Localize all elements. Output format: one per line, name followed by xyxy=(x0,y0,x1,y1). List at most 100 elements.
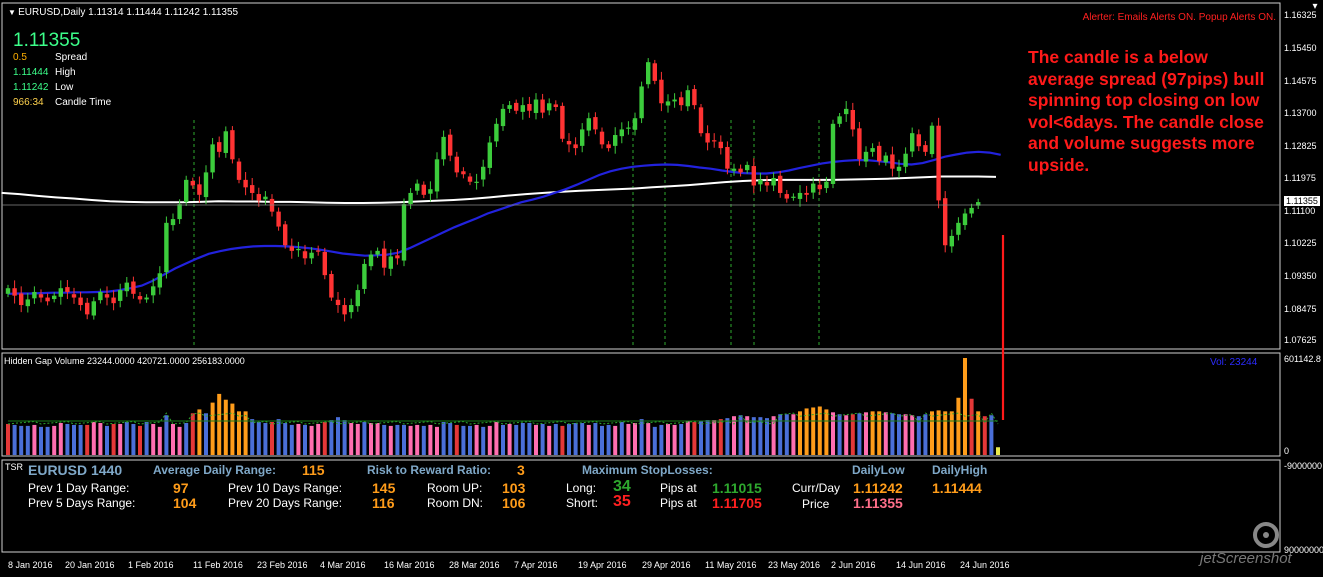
volume-bar xyxy=(362,422,367,455)
volume-bar xyxy=(415,424,420,455)
volume-bar xyxy=(395,424,400,455)
candle-body xyxy=(415,183,420,191)
date-tick: 4 Mar 2016 xyxy=(320,560,366,570)
candle-body xyxy=(283,224,288,246)
candle-body xyxy=(626,127,631,129)
candle-body xyxy=(606,144,611,149)
watermark: jetScreenshot xyxy=(1200,550,1292,567)
volume-bar xyxy=(448,422,453,455)
volume-bar xyxy=(520,422,525,455)
volume-bar xyxy=(355,423,360,455)
pips-short: 1.11705 xyxy=(712,495,762,511)
volume-bar xyxy=(679,423,684,455)
price-tick: 1.11355 xyxy=(1284,196,1320,207)
volume-bar xyxy=(883,412,888,455)
candle-body xyxy=(566,141,572,145)
jetscreenshot-logo-icon xyxy=(1253,522,1279,548)
volume-bars xyxy=(6,358,1000,455)
candle-body xyxy=(540,99,545,113)
dropdown-icon[interactable]: ▼ xyxy=(8,8,19,17)
volume-bar xyxy=(428,424,433,455)
price-tick: 1.07625 xyxy=(1284,335,1317,346)
volume-bar xyxy=(375,422,380,455)
volume-bar xyxy=(481,426,486,455)
candle-body xyxy=(560,105,565,139)
volume-bar xyxy=(751,417,756,455)
candle-body xyxy=(335,299,341,306)
volume-bar xyxy=(705,420,710,455)
candle-body xyxy=(474,181,479,183)
adr-value: 115 xyxy=(302,462,325,478)
price-tick: 1.12825 xyxy=(1284,141,1317,152)
volume-bar xyxy=(58,422,63,455)
volume-bar xyxy=(72,424,76,455)
volume-bar xyxy=(996,447,1000,455)
candle-body xyxy=(665,101,671,106)
candle-body xyxy=(725,146,730,169)
close-icon[interactable]: ▾ xyxy=(1312,1,1318,12)
volume-bar xyxy=(831,412,835,455)
volume-bar xyxy=(646,422,651,455)
prev1-value: 97 xyxy=(173,480,189,496)
candle-body xyxy=(144,297,149,300)
volume-bar xyxy=(850,414,855,455)
candle-body xyxy=(685,90,690,107)
alerter-status: Alerter: Emails Alerts ON. Popup Alerts … xyxy=(1082,12,1276,23)
volume-bar xyxy=(903,414,908,455)
volume-bar xyxy=(204,413,208,455)
volume-bar xyxy=(164,415,169,455)
candle-body xyxy=(520,105,525,112)
volume-bar xyxy=(237,411,241,455)
volume-axis-top: 601142.8 xyxy=(1284,354,1321,364)
volume-bar xyxy=(32,424,37,455)
volume-bar xyxy=(600,425,604,455)
volume-bar xyxy=(923,414,928,455)
candle-body xyxy=(223,131,228,153)
volume-bar xyxy=(454,424,459,455)
room-up-value: 103 xyxy=(502,480,526,496)
prev5-label: Prev 5 Days Range: xyxy=(28,496,136,510)
volume-bar xyxy=(276,419,281,455)
candle-body xyxy=(78,297,83,306)
symbol-line: EURUSD,Daily 1.11314 1.11444 1.11242 1.1… xyxy=(18,7,239,18)
candle-body xyxy=(599,131,605,145)
candle-body xyxy=(362,263,367,289)
volume-bar xyxy=(639,419,644,455)
volume-bar xyxy=(19,425,24,455)
candle-body xyxy=(250,185,255,193)
candle-body xyxy=(745,164,750,171)
candle-body xyxy=(52,295,57,300)
date-tick: 11 May 2016 xyxy=(705,560,757,570)
volume-bar xyxy=(388,425,393,455)
volume-bar xyxy=(666,423,670,455)
date-tick: 23 May 2016 xyxy=(768,560,821,570)
date-tick: 16 Mar 2016 xyxy=(384,560,435,570)
volume-bar xyxy=(441,422,446,455)
volume-bar xyxy=(837,414,842,455)
candle-body xyxy=(976,202,981,206)
price-tick: 1.16325 xyxy=(1284,10,1317,21)
date-tick: 28 Mar 2016 xyxy=(449,560,500,570)
candle-body xyxy=(454,156,459,173)
tsr-panel-frame xyxy=(1,459,1281,553)
volume-bar xyxy=(157,426,162,455)
candle-body xyxy=(910,133,915,152)
candle-body xyxy=(811,183,816,193)
volume-bar xyxy=(811,407,816,455)
candle-body xyxy=(316,250,321,252)
date-tick: 23 Feb 2016 xyxy=(257,560,308,570)
candle-body xyxy=(797,192,803,199)
price-tick: 1.11975 xyxy=(1284,172,1316,183)
volume-bar xyxy=(223,399,228,455)
date-tick: 7 Apr 2016 xyxy=(514,560,558,570)
candle-body xyxy=(956,222,961,235)
candle-body xyxy=(896,166,902,171)
candle-body xyxy=(309,252,314,259)
volume-bar xyxy=(421,425,426,455)
candle-body xyxy=(395,255,400,259)
candle-body xyxy=(969,207,974,214)
volume-bar xyxy=(732,416,736,455)
volume-bar xyxy=(85,424,90,455)
volume-bar xyxy=(408,425,413,455)
